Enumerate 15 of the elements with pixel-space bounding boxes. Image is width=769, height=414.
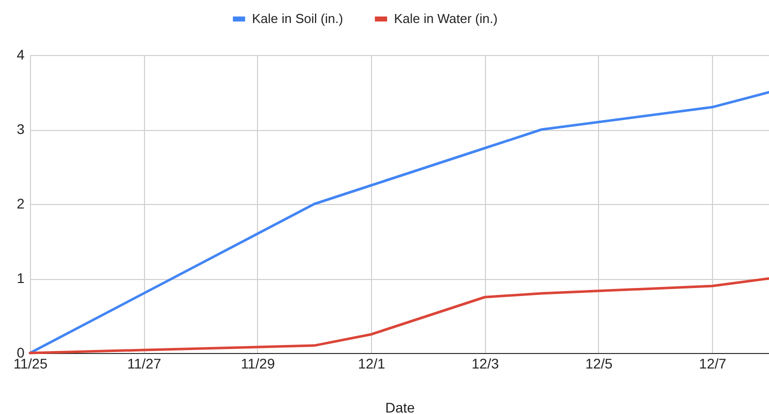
y-tick-label: 1	[16, 270, 25, 286]
x-axis-title: Date	[385, 400, 415, 414]
y-tick-label: 4	[16, 46, 25, 62]
line-series	[28, 91, 769, 354]
x-tick-label: 12/1	[358, 356, 386, 372]
x-tick-label: 12/5	[585, 356, 613, 372]
legend-label: Kale in Soil (in.)	[252, 11, 344, 26]
x-tick-label: 12/7	[699, 356, 726, 372]
x-tick-label: 11/29	[240, 356, 276, 372]
x-tick-label: 12/3	[472, 356, 500, 372]
x-tick-label: 11/27	[127, 356, 162, 372]
y-tick-label: 3	[16, 121, 25, 137]
legend-label: Kale in Water (in.)	[394, 11, 498, 26]
y-tick-label: 2	[16, 196, 25, 212]
line-series	[28, 277, 769, 354]
